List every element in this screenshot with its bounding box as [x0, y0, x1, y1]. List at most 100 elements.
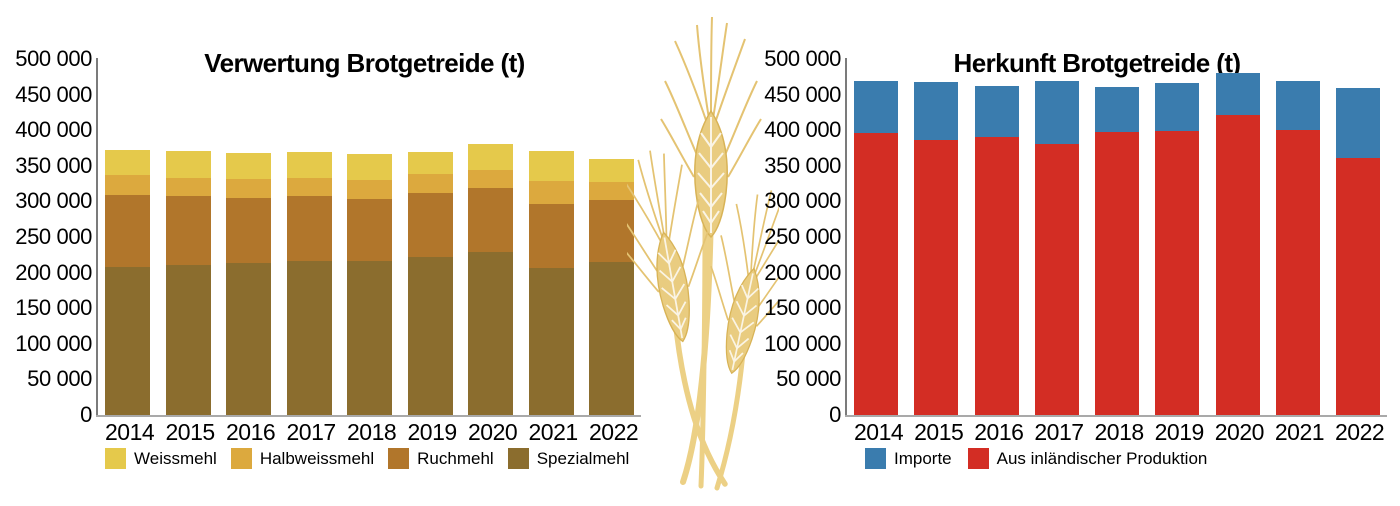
bar-2020 [1215, 72, 1260, 415]
bar-segment-weissmehl [286, 152, 332, 178]
bar-segment-weissmehl [347, 154, 392, 181]
bar-2018 [347, 154, 392, 415]
bar-segment-halbweissmehl [468, 170, 513, 188]
bar-segment-halbweissmehl [226, 178, 271, 198]
bar-segment-halbweissmehl [347, 180, 392, 199]
bars [98, 59, 641, 415]
bar-segment-ruchmehl [407, 192, 453, 257]
bar-2022 [1336, 87, 1380, 415]
bar-segment-aus-inl-ndischer-produktion [1155, 130, 1200, 415]
bar-segment-weissmehl [165, 150, 211, 178]
bar-segment-halbweissmehl [105, 175, 150, 196]
legend-item: Importe [865, 448, 952, 469]
bar-segment-aus-inl-ndischer-produktion [1215, 115, 1260, 415]
bars [847, 59, 1387, 415]
bar-segment-spezialmehl [105, 266, 150, 415]
bar-segment-importe [1095, 86, 1139, 133]
bar-2014 [105, 150, 150, 415]
bar-segment-halbweissmehl [286, 177, 332, 197]
legend-label: Importe [894, 448, 952, 468]
bar-2021 [1275, 81, 1320, 415]
chart-verwertung-brotgetreide: Verwertung Brotgetreide (t) 500 000 450 0… [8, 0, 648, 506]
y-tick-label: 150 000 [764, 295, 841, 321]
bar-segment-importe [914, 81, 959, 141]
y-tick-label: 450 000 [15, 81, 92, 107]
bar-segment-halbweissmehl [528, 180, 574, 204]
bar-2021 [528, 150, 574, 415]
bar-segment-aus-inl-ndischer-produktion [1095, 132, 1139, 415]
legend-label: Weissmehl [134, 448, 217, 468]
bar-segment-weissmehl [407, 152, 453, 175]
y-tick-label: 500 000 [15, 46, 92, 71]
legend-swatch-icon [105, 448, 126, 469]
bar-segment-aus-inl-ndischer-produktion [1275, 129, 1320, 415]
wheat-ears-illustration [627, 16, 779, 491]
bar-segment-importe [974, 86, 1019, 137]
x-tick-label: 2017 [1034, 419, 1084, 445]
legend-item: Ruchmehl [388, 448, 494, 469]
legend: Importe Aus inländischer Produktion [865, 448, 1207, 469]
y-tick-label: 350 000 [15, 152, 92, 178]
y-tick-label: 400 000 [764, 117, 841, 143]
x-tick-label: 2021 [1274, 419, 1325, 445]
bar-segment-ruchmehl [468, 187, 513, 252]
x-tick-label: 2021 [528, 419, 579, 445]
bar-2019 [1155, 83, 1200, 415]
y-tick-label: 0 [80, 402, 92, 427]
legend-label: Spezialmehl [536, 448, 630, 468]
legend-swatch-icon [388, 448, 410, 469]
bar-segment-spezialmehl [347, 261, 392, 415]
legend: Weissmehl Halbweissmehl Ruchmehl Spezialmeh… [105, 448, 629, 469]
bar-segment-ruchmehl [226, 197, 271, 263]
y-tick-label: 50 000 [776, 366, 841, 392]
bar-segment-halbweissmehl [407, 174, 453, 193]
bar-segment-weissmehl [528, 150, 574, 181]
legend-item: Weissmehl [105, 448, 217, 469]
y-axis-labels: 500 000 450 000 400 000 350 000 300 000 250 0… [8, 47, 92, 427]
x-tick-label: 2020 [468, 419, 518, 445]
legend-label: Halbweissmehl [259, 448, 375, 468]
bar-segment-importe [1155, 83, 1200, 131]
bar-segment-halbweissmehl [165, 177, 211, 196]
bar-segment-spezialmehl [226, 262, 271, 415]
y-tick-label: 200 000 [15, 259, 92, 285]
bar-segment-weissmehl [226, 153, 271, 179]
x-tick-label: 2019 [1154, 419, 1205, 445]
y-tick-label: 0 [829, 402, 841, 427]
x-tick-label: 2018 [347, 419, 397, 445]
x-tick-label: 2019 [407, 419, 458, 445]
bar-segment-weissmehl [468, 143, 513, 171]
bar-2015 [914, 81, 959, 415]
x-tick-label: 2015 [165, 419, 216, 445]
x-axis-labels: 2014 2015 2016 2017 2018 2019 2020 2021 2022 [847, 419, 1387, 446]
y-tick-label: 150 000 [15, 295, 92, 321]
x-axis-line [96, 415, 641, 417]
bar-segment-aus-inl-ndischer-produktion [854, 133, 898, 415]
bar-2015 [165, 150, 211, 415]
y-tick-label: 100 000 [15, 330, 92, 356]
legend-swatch-icon [967, 448, 989, 469]
chart-title: Herkunft Brotgetreide (t) [953, 47, 1242, 78]
legend-swatch-icon [230, 448, 252, 469]
bar-segment-weissmehl [589, 159, 634, 183]
bar-segment-aus-inl-ndischer-produktion [1034, 143, 1079, 415]
bar-2019 [407, 152, 453, 415]
y-tick-label: 350 000 [764, 152, 841, 178]
bar-segment-aus-inl-ndischer-produktion [914, 140, 959, 415]
bar-segment-ruchmehl [105, 195, 150, 267]
y-tick-label: 300 000 [764, 188, 841, 214]
y-tick-label: 100 000 [764, 330, 841, 356]
bar-2020 [468, 143, 513, 415]
legend-label: Aus inländischer Produktion [996, 448, 1208, 468]
bar-segment-spezialmehl [407, 256, 453, 415]
bar-2022 [589, 159, 634, 415]
bar-segment-halbweissmehl [589, 182, 634, 201]
bar-segment-importe [854, 81, 898, 133]
bar-segment-spezialmehl [286, 260, 332, 415]
y-axis-line [845, 58, 847, 416]
x-axis-labels: 2014 2015 2016 2017 2018 2019 2020 2021 2022 [98, 419, 641, 446]
chart-title: Verwertung Brotgetreide (t) [204, 47, 525, 78]
bar-segment-ruchmehl [286, 196, 332, 261]
y-tick-label: 500 000 [764, 46, 841, 71]
